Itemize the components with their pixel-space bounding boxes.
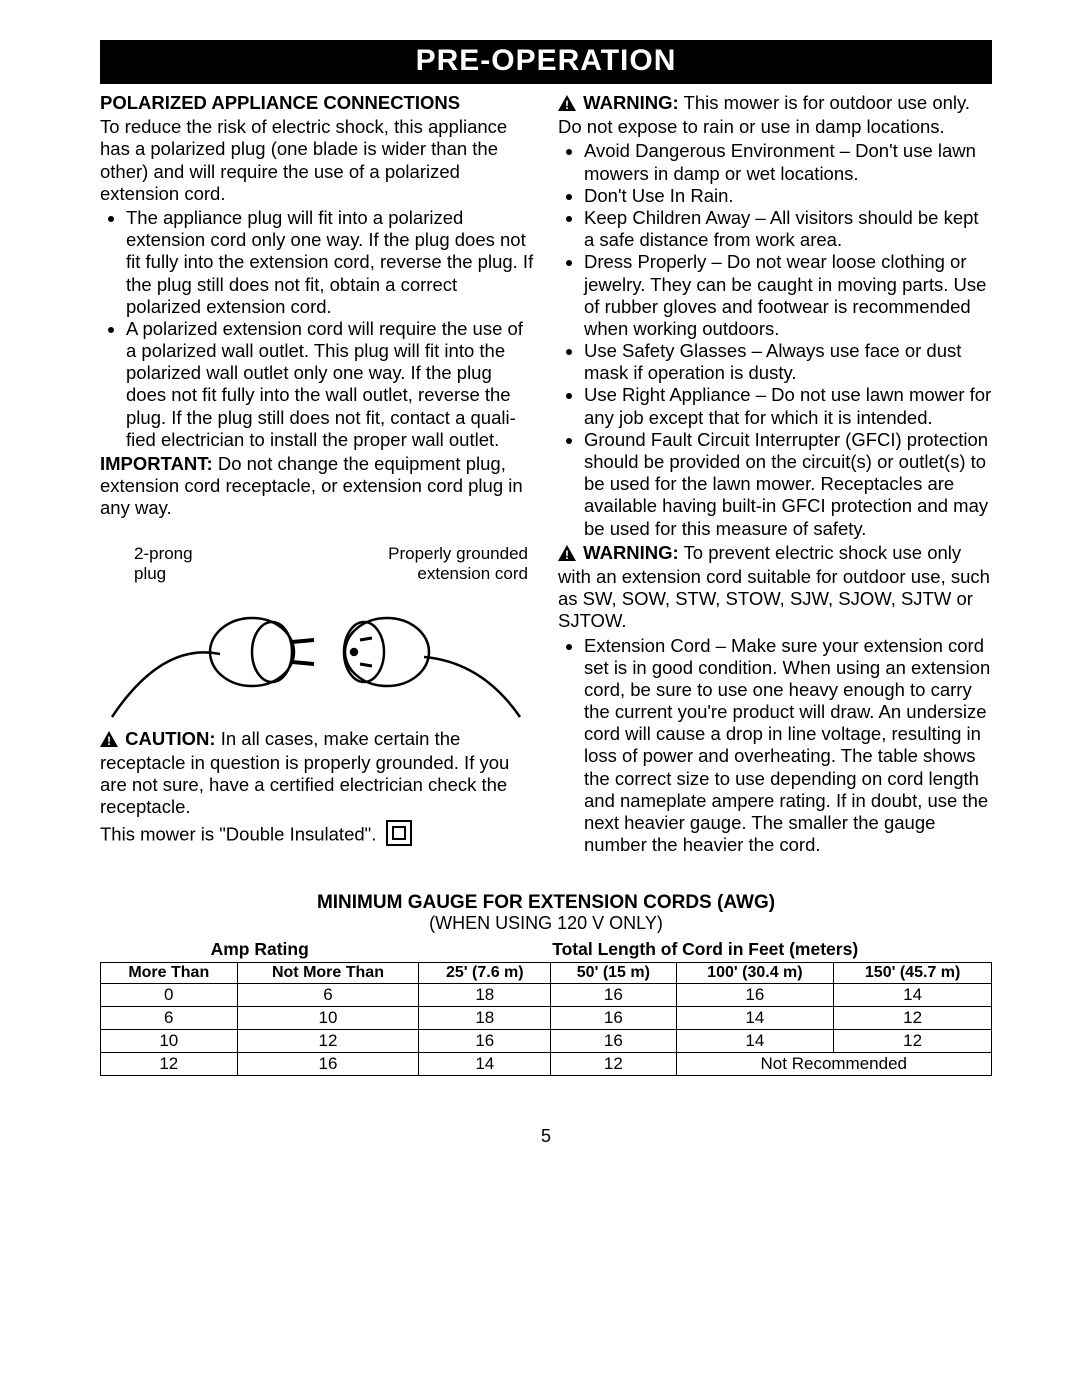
diagram-label-right: Properly grounded extension cord <box>388 544 528 585</box>
cell: 16 <box>551 1007 676 1030</box>
cell: 16 <box>676 984 834 1007</box>
diagram-labels: 2-prong plug Properly grounded extension… <box>100 544 534 585</box>
warning-icon: ! <box>100 730 118 752</box>
hdr-length: Total Length of Cord in Feet (meters) <box>419 938 992 963</box>
diag-right-l1: Properly grounded <box>388 544 528 563</box>
cell: 18 <box>419 1007 551 1030</box>
caution-paragraph: ! CAUTION: In all cases, make certain th… <box>100 728 534 819</box>
right-bullet-4: Dress Properly – Do not wear loose cloth… <box>584 251 992 340</box>
warning2-label: WARNING: <box>583 542 679 563</box>
cell: 16 <box>419 1030 551 1053</box>
right-bullet-2: Don't Use In Rain. <box>584 185 992 207</box>
heading-polarized: POLARIZED APPLIANCE CONNECTIONS <box>100 92 534 114</box>
caution-label: CAUTION: <box>125 728 215 749</box>
cell: 10 <box>237 1007 419 1030</box>
cell: 16 <box>237 1053 419 1076</box>
sub-5: 150' (45.7 m) <box>834 963 992 984</box>
sub-1: Not More Than <box>237 963 419 984</box>
right-column: ! WARNING: This mower is for outdoor use… <box>558 92 992 858</box>
page-number: 5 <box>100 1126 992 1147</box>
cell: 12 <box>551 1053 676 1076</box>
cell: 14 <box>419 1053 551 1076</box>
table-row: 0 6 18 16 16 14 <box>101 984 992 1007</box>
sub-3: 50' (15 m) <box>551 963 676 984</box>
diag-right-l2: extension cord <box>417 564 528 583</box>
right-bullet-5: Use Safety Glasses – Always use face or … <box>584 340 992 384</box>
warning2-paragraph: ! WARNING: To prevent electric shock use… <box>558 542 992 633</box>
cell: 14 <box>676 1007 834 1030</box>
svg-text:!: ! <box>565 548 569 561</box>
left-column: POLARIZED APPLIANCE CONNECTIONS To reduc… <box>100 92 534 858</box>
sub-0: More Than <box>101 963 238 984</box>
cell: 18 <box>419 984 551 1007</box>
cell: 12 <box>101 1053 238 1076</box>
warning-icon: ! <box>558 94 576 116</box>
sub-2: 25' (7.6 m) <box>419 963 551 984</box>
plug-diagram <box>100 582 534 722</box>
important-paragraph: IMPORTANT: Do not change the equipment p… <box>100 453 534 520</box>
cell: 6 <box>101 1007 238 1030</box>
double-insulated-icon <box>386 820 412 851</box>
sub-4: 100' (30.4 m) <box>676 963 834 984</box>
cell-not-recommended: Not Recommended <box>676 1053 991 1076</box>
cell: 10 <box>101 1030 238 1053</box>
right-bullet-8: Extension Cord – Make sure your exten­si… <box>584 635 992 857</box>
table-row: 12 16 14 12 Not Recommended <box>101 1053 992 1076</box>
double-insulated-line: This mower is "Double Insulated". <box>100 820 534 851</box>
right-bullet-3: Keep Children Away – All visitors should… <box>584 207 992 251</box>
warning1-label: WARNING: <box>583 92 679 113</box>
right-bullet-6: Use Right Appliance – Do not use lawn mo… <box>584 384 992 428</box>
section-banner: PRE-OPERATION <box>100 40 992 84</box>
cell: 14 <box>834 984 992 1007</box>
cell: 12 <box>237 1030 419 1053</box>
table-row: 10 12 16 16 14 12 <box>101 1030 992 1053</box>
right-bullet-7: Ground Fault Circuit Interrupter (GFCI) … <box>584 429 992 540</box>
diagram-label-left: 2-prong plug <box>134 544 193 585</box>
table-subtitle: (WHEN USING 120 V ONLY) <box>100 913 992 934</box>
warning-icon: ! <box>558 544 576 566</box>
gauge-table: Amp Rating Total Length of Cord in Feet … <box>100 938 992 1076</box>
intro-text: To reduce the risk of electric shock, th… <box>100 116 534 205</box>
warning1-paragraph: ! WARNING: This mower is for outdoor use… <box>558 92 992 138</box>
cell: 16 <box>551 984 676 1007</box>
important-label: IMPORTANT: <box>100 453 213 474</box>
left-bullet-1: The appliance plug will fit into a polar… <box>126 207 534 318</box>
svg-text:!: ! <box>565 98 569 111</box>
table-row: 6 10 18 16 14 12 <box>101 1007 992 1030</box>
cell: 12 <box>834 1007 992 1030</box>
cell: 16 <box>551 1030 676 1053</box>
double-insulated-text: This mower is "Double Insulated". <box>100 824 376 845</box>
table-title: MINIMUM GAUGE FOR EXTENSION CORDS (AWG) <box>100 892 992 914</box>
diag-left-l1: 2-prong <box>134 544 193 563</box>
cell: 0 <box>101 984 238 1007</box>
svg-text:!: ! <box>107 734 111 747</box>
cell: 14 <box>676 1030 834 1053</box>
right-bullet-1: Avoid Dangerous Environment – Don't use … <box>584 140 992 184</box>
table-subheader-row: More Than Not More Than 25' (7.6 m) 50' … <box>101 963 992 984</box>
hdr-amp: Amp Rating <box>101 938 419 963</box>
diag-left-l2: plug <box>134 564 166 583</box>
cell: 12 <box>834 1030 992 1053</box>
cell: 6 <box>237 984 419 1007</box>
left-bullet-2: A polarized extension cord will require … <box>126 318 534 451</box>
